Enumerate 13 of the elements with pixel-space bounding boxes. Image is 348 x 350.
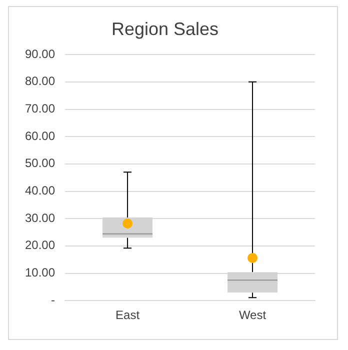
y-tick-label: 40.00 xyxy=(25,184,56,198)
y-tick-label: 20.00 xyxy=(25,238,56,252)
y-tick-label: 50.00 xyxy=(25,156,56,170)
y-tick-label: 70.00 xyxy=(25,102,56,116)
y-tick-label: 30.00 xyxy=(25,210,56,225)
y-tick-label: 90.00 xyxy=(25,46,56,61)
y-tick-label: 10.00 xyxy=(25,266,56,280)
x-tick-label: East xyxy=(116,308,140,322)
chart-title: Region Sales xyxy=(111,18,219,39)
y-tick-label: 60.00 xyxy=(25,128,56,143)
y-tick-label: - xyxy=(51,292,56,307)
y-tick-label: 80.00 xyxy=(25,74,56,88)
x-tick-label: West xyxy=(238,308,267,322)
